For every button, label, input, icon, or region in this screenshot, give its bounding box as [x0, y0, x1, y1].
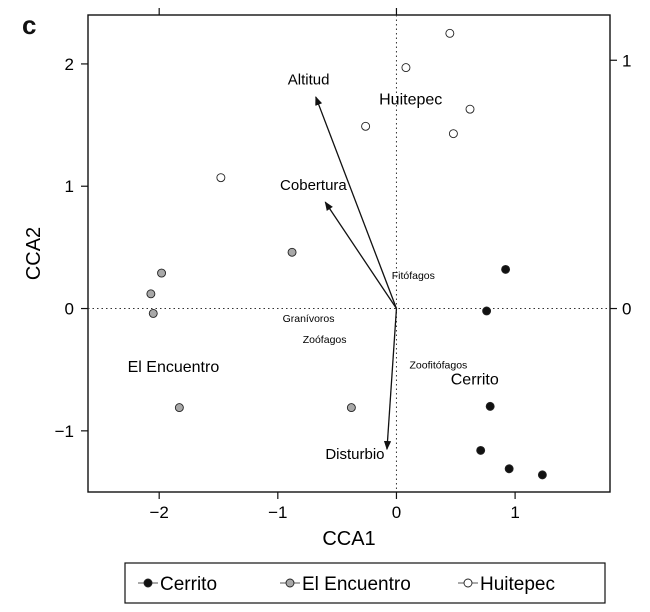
data-point [537, 470, 547, 480]
data-point [216, 173, 226, 183]
data-point [157, 268, 167, 278]
right-axis-tick-label: 1 [622, 51, 631, 70]
data-point [482, 306, 492, 316]
legend-label: El Encuentro [302, 574, 411, 595]
panel-letter: c [22, 10, 37, 40]
vector-label: Disturbio [325, 446, 384, 463]
vector-label: Altitud [288, 72, 330, 89]
data-point [485, 401, 495, 411]
y-tick-label: 0 [65, 300, 74, 319]
data-point [146, 289, 156, 299]
data-point [287, 247, 297, 257]
vector-label: Cobertura [280, 177, 347, 194]
data-point [401, 63, 411, 73]
data-point [361, 121, 371, 131]
data-point [174, 403, 184, 413]
vector-arrow [324, 201, 397, 309]
x-axis-title: CCA1 [322, 528, 375, 550]
right-axis-tick-label: 0 [622, 300, 631, 319]
x-tick-label: −1 [268, 503, 287, 522]
legend-label: Cerrito [160, 574, 217, 595]
data-point [346, 403, 356, 413]
vector-arrow [383, 308, 398, 451]
legend-box [124, 562, 606, 604]
legend-label: Huitepec [480, 574, 555, 595]
y-tick-label: −1 [55, 422, 74, 441]
group-label: El Encuentro [128, 359, 220, 376]
data-point [148, 308, 158, 318]
data-point [465, 104, 475, 114]
y-tick-label: 1 [65, 177, 74, 196]
data-point [476, 445, 486, 455]
group-label: Cerrito [451, 371, 499, 388]
data-point [445, 28, 455, 38]
legend-marker [143, 578, 153, 588]
species-label: Zoofitófagos [410, 359, 468, 371]
plot-frame [87, 14, 611, 493]
data-point [448, 129, 458, 139]
species-label: Zoófagos [303, 334, 347, 346]
x-tick-label: 1 [510, 503, 519, 522]
data-point [501, 264, 511, 274]
y-axis-title: CCA2 [23, 227, 45, 280]
y-tick-label: 2 [65, 55, 74, 74]
species-label: Fitófagos [392, 270, 435, 282]
data-point [504, 464, 514, 474]
vector-arrow [315, 96, 398, 309]
x-tick-label: 0 [392, 503, 401, 522]
legend-marker [285, 578, 295, 588]
x-tick-label: −2 [149, 503, 168, 522]
group-label: Huitepec [379, 91, 442, 108]
species-label: Granívoros [283, 313, 335, 325]
legend-marker [463, 578, 473, 588]
